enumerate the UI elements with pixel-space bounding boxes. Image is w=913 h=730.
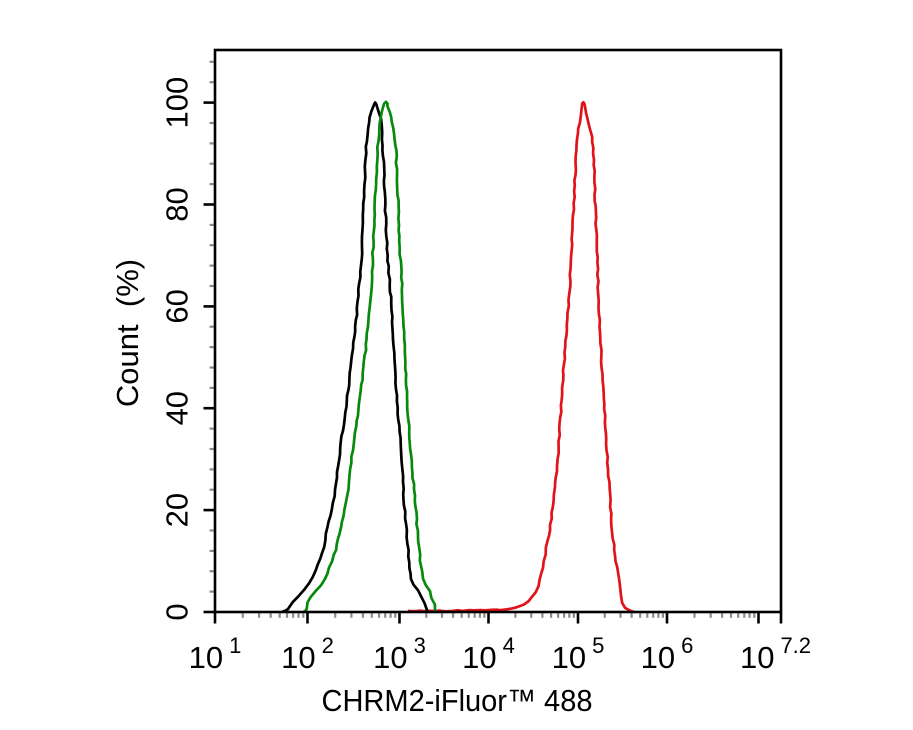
svg-text:40: 40 bbox=[160, 391, 195, 425]
svg-text:CHRM2-iFluor™ 488: CHRM2-iFluor™ 488 bbox=[322, 683, 593, 718]
svg-text:60: 60 bbox=[160, 289, 195, 323]
svg-text:20: 20 bbox=[160, 493, 195, 527]
svg-text:0: 0 bbox=[160, 603, 195, 620]
svg-text:104: 10 4 bbox=[462, 633, 515, 675]
svg-text:Count (%): Count (%) bbox=[110, 259, 145, 407]
svg-text:100: 100 bbox=[160, 77, 195, 129]
svg-text:80: 80 bbox=[160, 187, 195, 221]
